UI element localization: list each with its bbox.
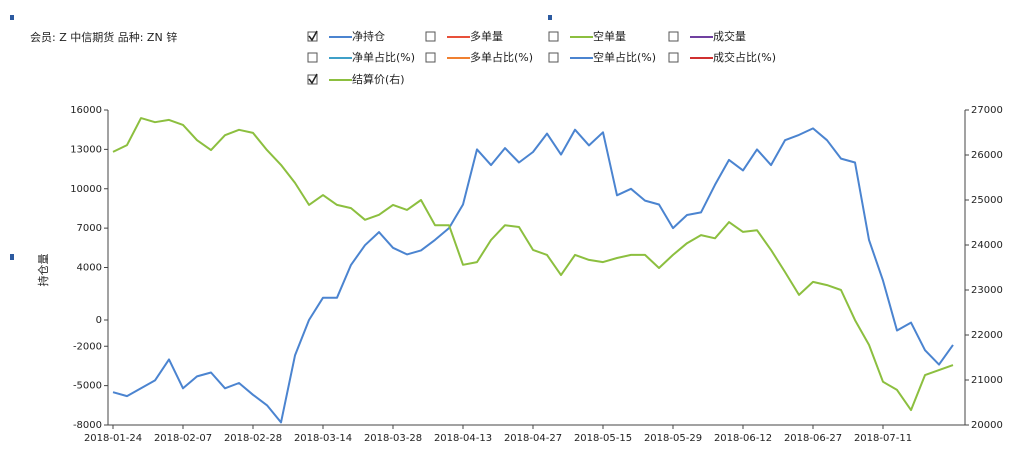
decor-mark	[10, 15, 14, 20]
x-tick-label: 2018-05-29	[644, 433, 702, 444]
y2-tick-label: 26000	[971, 150, 1003, 161]
y-tick-label: 13000	[70, 144, 102, 155]
series-line	[112, 127, 954, 424]
legend-label: 成交量	[713, 29, 746, 43]
y-tick-label: -8000	[73, 420, 102, 431]
y-tick-label: 16000	[70, 105, 102, 116]
x-tick-label: 2018-01-24	[84, 433, 142, 444]
legend-label: 净单占比(%)	[352, 50, 415, 64]
legend-label: 多单量	[470, 29, 503, 43]
legend-label: 多单占比(%)	[470, 50, 533, 64]
legend-checkbox	[307, 74, 318, 85]
y2-tick-label: 21000	[971, 375, 1003, 386]
y2-tick-label: 27000	[971, 105, 1003, 116]
y-tick-label: 7000	[77, 223, 102, 234]
decor-mark	[10, 254, 14, 260]
legend-label: 空单占比(%)	[593, 50, 656, 64]
x-tick-label: 2018-04-13	[434, 433, 492, 444]
decor-mark	[548, 15, 552, 20]
x-tick-label: 2018-07-11	[854, 433, 912, 444]
y-tick-label: 0	[96, 315, 102, 326]
legend-checkbox	[668, 31, 679, 42]
legend-label: 成交占比(%)	[713, 50, 776, 64]
legend-checkbox	[548, 52, 559, 63]
y-tick-label: 10000	[70, 184, 102, 195]
legend-label: 空单量	[593, 29, 626, 43]
series-line	[112, 117, 954, 412]
y2-tick-label: 24000	[971, 240, 1003, 251]
y-tick-label: -5000	[73, 381, 102, 392]
legend-label: 结算价(右)	[352, 72, 405, 86]
y2-tick-label: 22000	[971, 330, 1003, 341]
x-tick-label: 2018-04-27	[504, 433, 562, 444]
legend-check	[308, 73, 318, 85]
legend-checkbox	[548, 31, 559, 42]
legend-label: 净持仓	[352, 29, 385, 43]
x-tick-label: 2018-02-07	[154, 433, 212, 444]
x-tick-label: 2018-03-28	[364, 433, 422, 444]
legend-check	[308, 30, 318, 42]
legend-checkbox	[425, 52, 436, 63]
y-axis-label: 持仓量	[36, 254, 50, 287]
legend-checkbox	[668, 52, 679, 63]
header: 会员: Z 中信期货 品种: ZN 锌	[30, 30, 177, 44]
x-tick-label: 2018-06-27	[784, 433, 842, 444]
x-tick-label: 2018-05-15	[574, 433, 632, 444]
legend-checkbox	[307, 31, 318, 42]
legend-checkbox	[425, 31, 436, 42]
legend-checkbox	[307, 52, 318, 63]
x-tick-label: 2018-06-12	[714, 433, 772, 444]
y2-tick-label: 23000	[971, 285, 1003, 296]
y-tick-label: 4000	[77, 263, 102, 274]
y2-tick-label: 25000	[971, 195, 1003, 206]
x-tick-label: 2018-02-28	[224, 433, 282, 444]
x-tick-label: 2018-03-14	[294, 433, 352, 444]
y2-tick-label: 20000	[971, 420, 1003, 431]
y-tick-label: -2000	[73, 341, 102, 352]
